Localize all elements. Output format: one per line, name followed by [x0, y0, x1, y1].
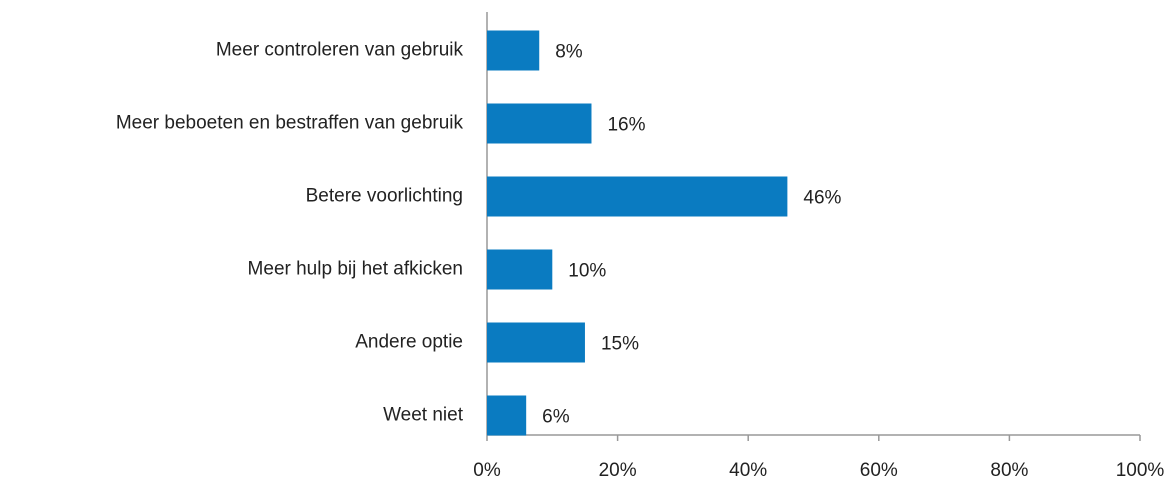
value-label: 46%: [803, 188, 841, 209]
y-tick-label: Andere optie: [355, 332, 463, 353]
bar: [487, 30, 540, 71]
x-tick-label: 0%: [473, 460, 501, 481]
y-tick-label: Meer beboeten en bestraffen van gebruik: [116, 113, 464, 134]
x-tick-label: 60%: [860, 460, 898, 481]
value-label: 8%: [555, 42, 583, 63]
y-tick-label: Weet niet: [383, 405, 464, 426]
value-label: 16%: [607, 115, 645, 136]
x-tick-label: 20%: [599, 460, 637, 481]
x-tick-label: 100%: [1116, 460, 1165, 481]
bar: [487, 103, 592, 144]
y-tick-label: Meer hulp bij het afkicken: [248, 259, 463, 280]
y-tick-label: Meer controleren van gebruik: [216, 40, 464, 61]
y-tick-label: Betere voorlichting: [306, 186, 463, 207]
value-label: 6%: [542, 407, 570, 428]
bar: [487, 322, 585, 363]
x-tick-label: 40%: [729, 460, 767, 481]
x-tick-label: 80%: [990, 460, 1028, 481]
bar: [487, 176, 788, 217]
bar: [487, 249, 553, 290]
bar: [487, 395, 527, 436]
value-label: 10%: [568, 261, 606, 282]
value-label: 15%: [601, 334, 639, 355]
